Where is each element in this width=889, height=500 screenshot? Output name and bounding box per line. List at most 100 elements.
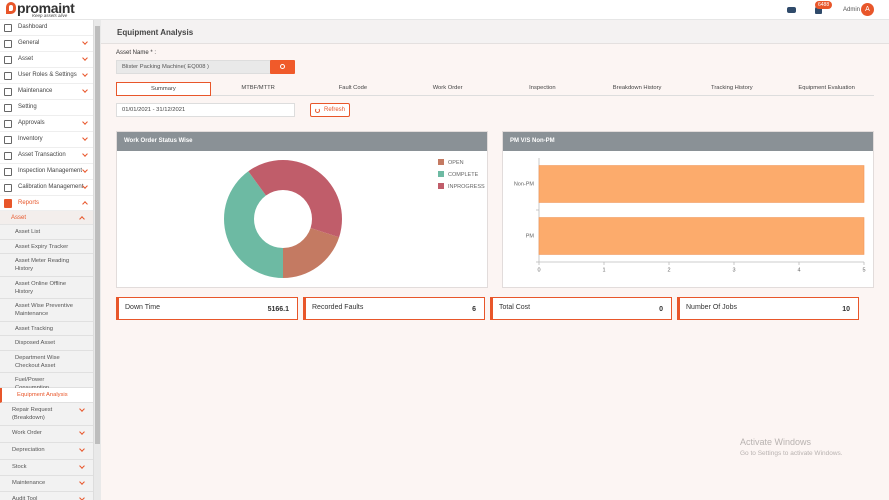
chevron — [79, 406, 85, 412]
search-button[interactable] — [270, 60, 295, 74]
asset-value: Blister Packing Machine( EQ008 ) — [122, 64, 209, 70]
asset-label: Asset Name * : — [116, 50, 157, 56]
submenu-label: Asset Wise Preventive Maintenance — [15, 303, 73, 317]
menu-label: Maintenance — [18, 88, 53, 94]
menu-item[interactable]: Inspection Management — [0, 164, 93, 180]
submenu-item-active[interactable]: Equipment Analysis — [0, 388, 93, 403]
tab[interactable]: Work Order — [400, 82, 495, 96]
x-tick-label: 4 — [797, 267, 800, 273]
logo-icon — [6, 2, 16, 14]
y-tick-label: PM — [526, 233, 535, 239]
menu-item[interactable]: Asset — [0, 52, 93, 68]
tab[interactable]: Tracking History — [684, 82, 780, 96]
legend-label: OPEN — [448, 160, 464, 166]
menu-item-open[interactable]: Reports — [0, 196, 93, 211]
menu-item[interactable]: User Roles & Settings — [0, 68, 93, 84]
chevron — [82, 151, 88, 157]
legend-label: INPROGRESS — [448, 184, 485, 190]
stat-label: Down Time — [125, 304, 161, 311]
chevron — [79, 429, 85, 435]
menu-item[interactable]: Maintenance — [0, 84, 93, 100]
submenu-item[interactable]: Asset List — [0, 225, 93, 240]
date-range-input[interactable]: 01/01/2021 - 31/12/2021 — [116, 103, 295, 117]
menu-icon — [4, 104, 12, 112]
submenu-item[interactable]: Department Wise Checkout Asset — [0, 351, 93, 373]
menu-icon — [4, 40, 12, 48]
menu-item[interactable]: Setting — [0, 100, 93, 116]
watermark-text: Go to Settings to activate Windows. — [740, 450, 843, 457]
menu-item[interactable]: Calibration Management — [0, 180, 93, 196]
tab[interactable]: Equipment Evaluation — [779, 82, 874, 96]
tab[interactable]: Fault Code — [305, 82, 401, 96]
chevron — [79, 479, 85, 485]
menu-item[interactable]: Asset Transaction — [0, 148, 93, 164]
tab[interactable]: Breakdown History — [589, 82, 685, 96]
menu-label: Setting — [18, 104, 37, 110]
submenu-label: Asset Meter Reading History — [15, 258, 70, 272]
menu-icon — [4, 184, 12, 192]
stat-value: 10 — [842, 306, 850, 313]
stat-card: Number Of Jobs 10 — [677, 297, 859, 320]
menu-item[interactable]: Dashboard — [0, 20, 93, 36]
chevron — [82, 119, 88, 125]
menu-item[interactable]: Repair Request (Breakdown) — [0, 403, 93, 426]
pie-slice — [283, 227, 340, 278]
chevron — [82, 71, 88, 77]
refresh-icon — [315, 108, 320, 113]
submenu-item[interactable]: Asset Expiry Tracker — [0, 240, 93, 254]
tab-active[interactable]: Summary — [116, 82, 211, 96]
submenu-group[interactable]: Asset — [0, 211, 93, 225]
tab[interactable]: MTBF/MTTR — [210, 82, 306, 96]
menu-item[interactable]: Audit Tool — [0, 492, 93, 500]
menu-item[interactable]: Stock — [0, 460, 93, 476]
menu-item[interactable]: Depreciation — [0, 443, 93, 460]
chart-title: Work Order Status Wise — [124, 138, 193, 144]
submenu-label: Department Wise Checkout Asset — [15, 355, 60, 369]
stat-value: 5166.1 — [267, 306, 289, 313]
menu-icon — [4, 120, 12, 128]
legend-swatch — [438, 171, 444, 177]
menu-item[interactable]: General — [0, 36, 93, 52]
menu-item[interactable]: Approvals — [0, 116, 93, 132]
submenu-label: Asset Tracking — [15, 326, 54, 332]
submenu-item[interactable]: Fuel/Power Consumption — [0, 373, 93, 391]
menu-label: Reports — [18, 200, 40, 206]
pie-slice — [224, 171, 283, 278]
refresh-button[interactable]: Refresh — [310, 103, 350, 117]
submenu-item[interactable]: Asset Online Offline History — [0, 277, 93, 299]
asset-select[interactable]: Blister Packing Machine( EQ008 ) — [116, 60, 271, 74]
menu-label: Work Order — [12, 430, 42, 436]
chevron — [82, 55, 88, 61]
avatar[interactable]: A — [861, 3, 874, 16]
panel-header: PM V/S Non-PM — [503, 132, 873, 151]
user-name[interactable]: Admin — [843, 7, 861, 13]
search-icon — [280, 64, 285, 69]
tagline: Keep assets alive — [32, 13, 68, 18]
menu-label: Stock — [12, 464, 27, 470]
x-tick-label: 1 — [602, 267, 605, 273]
title-bar: Equipment Analysis — [101, 20, 889, 44]
bar — [538, 165, 865, 203]
bell-icon[interactable] — [815, 6, 822, 14]
header: promaint Keep assets alive 6488 Admin A — [0, 0, 889, 20]
chart-panel: Work Order Status Wise OPEN COMPLETE INPROG… — [116, 131, 488, 288]
submenu-item[interactable]: Asset Tracking — [0, 322, 93, 336]
stat-label: Number Of Jobs — [686, 304, 737, 311]
tab[interactable]: Inspection — [495, 82, 590, 96]
logo: promaint — [17, 0, 75, 16]
menu-item[interactable]: Inventory — [0, 132, 93, 148]
menu-item[interactable]: Maintenance — [0, 476, 93, 492]
submenu-label: Asset — [11, 215, 27, 221]
submenu-item[interactable]: Disposed Asset — [0, 336, 93, 351]
stat-label: Recorded Faults — [312, 304, 364, 311]
chevron — [82, 135, 88, 141]
menu-item[interactable]: Work Order — [0, 426, 93, 443]
notification-badge: 6488 — [815, 1, 833, 9]
submenu-item[interactable]: Asset Meter Reading History — [0, 254, 93, 277]
menu-label: Asset Transaction — [18, 152, 66, 158]
submenu-label: Asset Online Offline History — [15, 281, 67, 295]
bar — [538, 217, 865, 255]
chat-icon[interactable] — [787, 7, 796, 13]
submenu-item[interactable]: Asset Wise Preventive Maintenance — [0, 299, 93, 322]
